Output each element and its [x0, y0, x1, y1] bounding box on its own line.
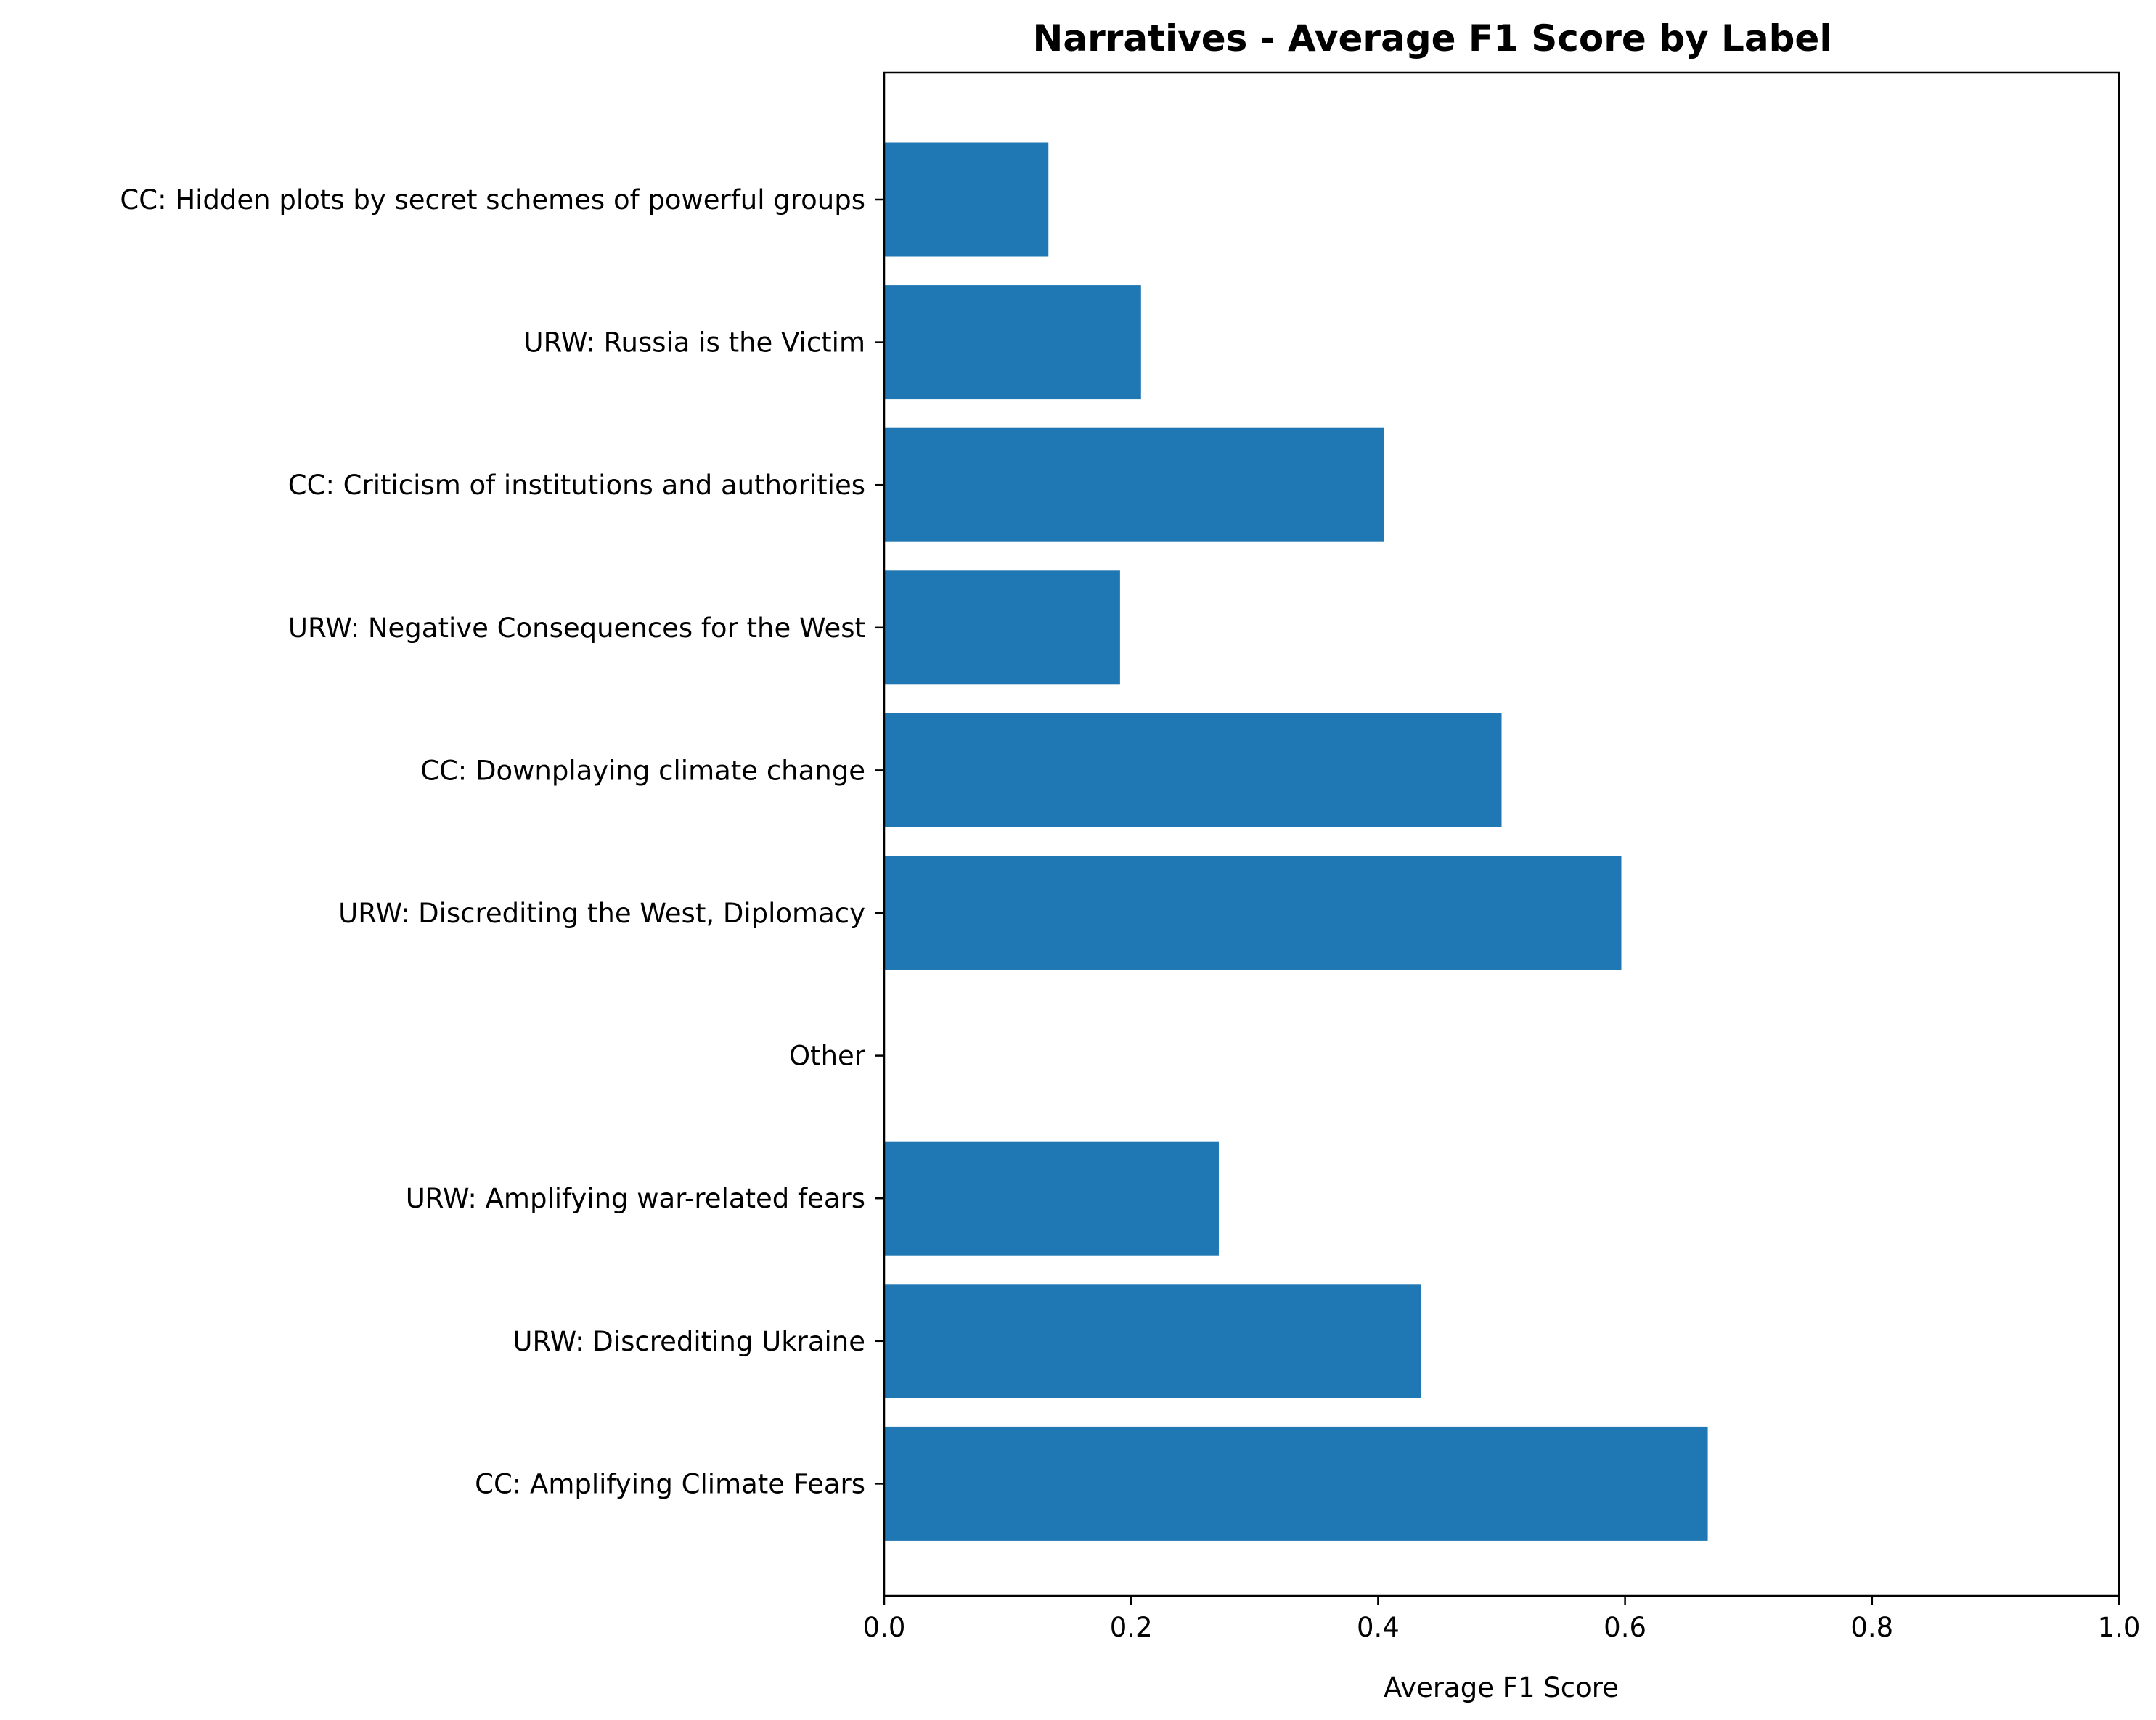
bar [884, 1426, 1708, 1541]
bar [884, 285, 1141, 400]
y-tick-label: CC: Amplifying Climate Fears [475, 1468, 865, 1499]
x-tick-label: 1.0 [2098, 1612, 2141, 1643]
bar [884, 142, 1049, 257]
x-tick-label: 0.0 [863, 1612, 906, 1643]
y-tick-label: URW: Amplifying war-related fears [406, 1183, 865, 1214]
x-tick-label: 0.6 [1604, 1612, 1646, 1643]
x-axis-ticks: 0.0 0.2 0.4 0.6 0.8 1.0 [863, 1596, 2141, 1643]
y-axis-ticks: CC: Hidden plots by secret schemes of po… [120, 184, 884, 1499]
bar [884, 427, 1384, 542]
y-tick-label: URW: Discrediting the West, Diplomacy [338, 898, 865, 929]
y-tick-label: CC: Criticism of institutions and author… [288, 470, 865, 501]
bar [884, 1284, 1421, 1398]
x-axis-label: Average F1 Score [1384, 1672, 1619, 1703]
y-tick-label: CC: Hidden plots by secret schemes of po… [120, 184, 865, 216]
y-tick-label: URW: Discrediting Ukraine [513, 1326, 865, 1357]
bar [884, 570, 1120, 685]
bar [884, 1141, 1219, 1256]
x-tick-label: 0.2 [1110, 1612, 1153, 1643]
plot-frame [883, 71, 2120, 1597]
x-tick-label: 0.4 [1357, 1612, 1400, 1643]
bar [884, 713, 1502, 827]
y-tick-label: Other [789, 1041, 866, 1072]
chart-title: Narratives - Average F1 Score by Label [1032, 17, 1832, 60]
x-tick-label: 0.8 [1850, 1612, 1893, 1643]
bar [884, 856, 1622, 970]
y-tick-label: URW: Russia is the Victim [524, 327, 865, 359]
bars-layer [884, 142, 1708, 1541]
y-tick-label: CC: Downplaying climate change [420, 755, 865, 786]
y-tick-label: URW: Negative Consequences for the West [288, 613, 865, 644]
